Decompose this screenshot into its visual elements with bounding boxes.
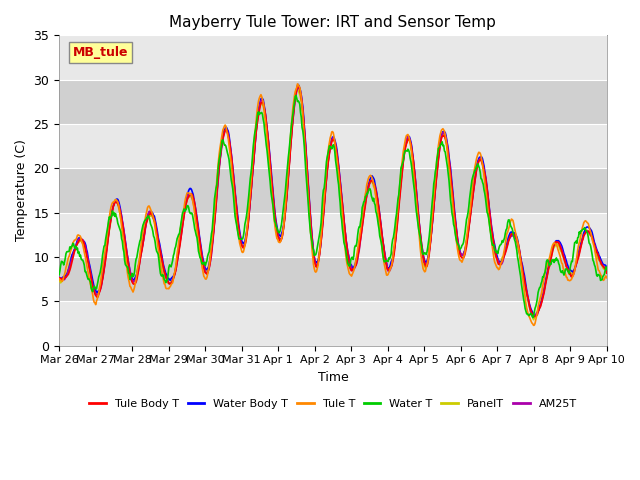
Bar	[59, 301, 607, 346]
Bar	[59, 36, 607, 80]
Bar	[59, 168, 607, 213]
Bar	[59, 124, 607, 168]
Bar	[59, 213, 607, 257]
Bar	[59, 257, 607, 301]
Legend: Tule Body T, Water Body T, Tule T, Water T, PanelT, AM25T: Tule Body T, Water Body T, Tule T, Water…	[84, 395, 581, 413]
Text: MB_tule: MB_tule	[73, 46, 129, 59]
X-axis label: Time: Time	[317, 371, 348, 384]
Title: Mayberry Tule Tower: IRT and Sensor Temp: Mayberry Tule Tower: IRT and Sensor Temp	[170, 15, 497, 30]
Y-axis label: Temperature (C): Temperature (C)	[15, 140, 28, 241]
Bar	[59, 80, 607, 124]
